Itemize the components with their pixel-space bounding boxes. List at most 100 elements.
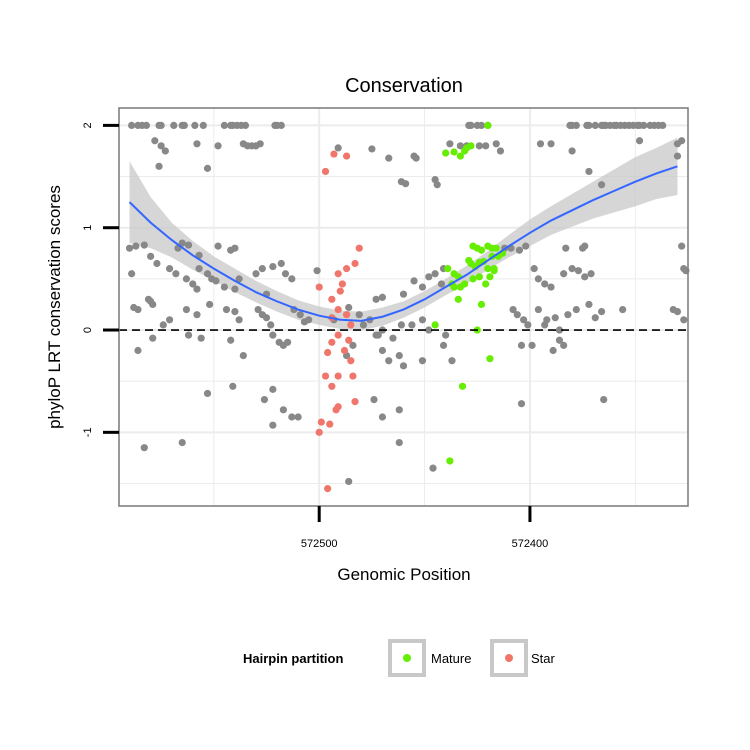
point-background (235, 316, 243, 324)
point-background (142, 121, 150, 129)
point-background (184, 331, 193, 339)
point-background (635, 137, 644, 145)
y-tick-label: 0 (82, 327, 94, 333)
point-background (385, 357, 393, 365)
point-background (256, 140, 264, 148)
x-axis-title: Genomic Position (337, 565, 470, 584)
point-background (277, 121, 285, 129)
point-background (673, 308, 682, 316)
legend-dot-star (505, 654, 513, 662)
point-background (534, 305, 542, 314)
point-star (334, 372, 342, 380)
point-background (522, 242, 530, 250)
point-mature (458, 382, 467, 390)
point-background (475, 142, 483, 150)
point-background (165, 316, 174, 324)
point-mature (446, 457, 454, 465)
point-background (220, 283, 228, 291)
point-background (206, 300, 214, 309)
point-background (378, 346, 387, 355)
point-mature (431, 321, 439, 329)
point-background (549, 346, 557, 355)
point-background (184, 241, 193, 249)
point-mature (456, 152, 464, 160)
plot-area (118, 107, 690, 507)
point-mature (486, 273, 494, 281)
point-background (517, 400, 526, 408)
point-background (283, 338, 292, 346)
point-star (347, 357, 355, 365)
point-background (267, 321, 275, 329)
point-background (349, 341, 357, 349)
point-background (439, 341, 448, 349)
point-background (543, 316, 551, 324)
point-star (351, 259, 359, 268)
point-mature (477, 300, 486, 309)
point-star (343, 152, 351, 160)
point-star (338, 280, 346, 288)
point-background (147, 252, 155, 260)
point-background (477, 121, 486, 129)
point-star (334, 305, 342, 314)
x-tick-label: 572500 (301, 538, 338, 550)
point-background (515, 246, 524, 254)
point-star (355, 244, 363, 252)
point-star (343, 311, 351, 319)
point-background (313, 267, 321, 275)
point-background (151, 137, 159, 145)
point-background (203, 270, 212, 278)
point-star (317, 418, 325, 426)
point-background (372, 331, 380, 339)
point-background (399, 290, 408, 298)
point-background (425, 273, 433, 281)
point-background (159, 321, 167, 329)
point-background (587, 270, 595, 278)
point-background (305, 316, 313, 324)
point-background (530, 265, 538, 273)
point-background (448, 357, 456, 365)
point-background (429, 464, 437, 472)
point-background (269, 385, 277, 393)
point-background (551, 314, 559, 322)
point-mature (442, 149, 450, 157)
point-background (534, 275, 542, 283)
legend-item-mature: Mature (388, 639, 471, 677)
point-star (343, 265, 351, 273)
point-background (395, 406, 403, 414)
point-background (513, 311, 521, 319)
point-star (345, 336, 353, 344)
point-background (241, 121, 250, 129)
point-background (385, 154, 393, 162)
point-background (446, 140, 454, 148)
point-background (203, 389, 212, 398)
legend-label-mature: Mature (431, 651, 471, 666)
point-background (389, 334, 397, 342)
point-star (334, 331, 342, 339)
point-background (568, 147, 576, 155)
point-background (193, 285, 201, 293)
legend-title: Hairpin partition (243, 651, 343, 666)
point-background (482, 142, 490, 150)
point-star (340, 346, 349, 355)
point-background (157, 121, 165, 129)
point-background (581, 273, 589, 281)
point-star (351, 398, 359, 406)
point-star (324, 485, 332, 493)
point-background (572, 305, 580, 314)
y-axis-ticks: 2 1 0 -1 (82, 122, 119, 437)
point-background (640, 121, 648, 129)
point-background (296, 311, 304, 319)
smooth-line-layer (128, 165, 678, 322)
point-star (347, 321, 355, 329)
point-background (564, 311, 572, 319)
point-background (408, 321, 416, 329)
point-background (418, 316, 427, 324)
point-mature (492, 244, 500, 252)
y-axis-title: phyloP LRT conservation scores (45, 185, 64, 429)
point-background (269, 262, 277, 271)
point-background (170, 121, 178, 129)
point-background (585, 300, 593, 309)
point-background (528, 341, 536, 349)
point-background (560, 270, 568, 278)
